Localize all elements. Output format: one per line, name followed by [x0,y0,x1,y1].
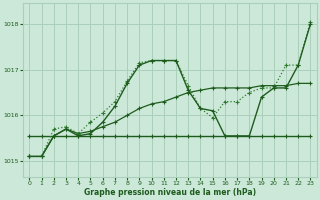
X-axis label: Graphe pression niveau de la mer (hPa): Graphe pression niveau de la mer (hPa) [84,188,256,197]
